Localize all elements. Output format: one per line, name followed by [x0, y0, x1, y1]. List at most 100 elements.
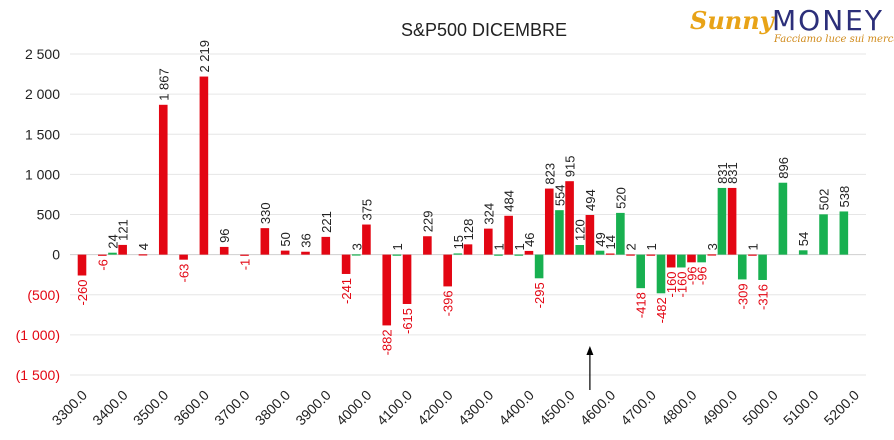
- data-label: 1: [745, 243, 760, 250]
- bar: [778, 182, 788, 255]
- data-label: 502: [817, 189, 832, 211]
- bar: [463, 244, 473, 255]
- data-label: 494: [583, 189, 598, 211]
- data-label: -615: [400, 308, 415, 334]
- x-tick-label: 4400.0: [495, 387, 537, 429]
- data-label: 49: [593, 232, 608, 246]
- bar: [707, 254, 717, 256]
- data-label: 2: [624, 243, 639, 250]
- data-label: 520: [613, 187, 628, 209]
- bar: [219, 246, 229, 255]
- data-label: -260: [75, 279, 90, 305]
- bar: [179, 254, 188, 260]
- bar: [585, 214, 595, 255]
- bar: [758, 254, 767, 280]
- bar: [158, 104, 168, 255]
- x-tick-label: 4200.0: [414, 387, 456, 429]
- bar: [626, 254, 635, 256]
- sunny-money-logo: Sunny MONEY Facciamo luce sui mercati: [690, 4, 894, 45]
- bar: [77, 254, 87, 276]
- data-label: 50: [278, 232, 293, 246]
- bar: [565, 181, 574, 255]
- data-label: 823: [542, 163, 557, 185]
- bar: [118, 244, 127, 255]
- bar: [392, 254, 402, 256]
- y-tick-label: 0: [52, 247, 60, 263]
- bar: [697, 254, 706, 263]
- bar: [819, 214, 828, 255]
- bars-group: [77, 76, 849, 326]
- bar: [717, 187, 727, 255]
- data-label: 538: [837, 186, 852, 208]
- x-tick-label: 5200.0: [821, 387, 863, 429]
- data-label: 1 867: [156, 68, 171, 101]
- bar: [341, 254, 351, 274]
- bar: [616, 212, 625, 255]
- data-label: -882: [380, 329, 395, 355]
- data-label: 221: [319, 211, 334, 233]
- bar: [402, 254, 412, 304]
- data-label: 324: [481, 203, 496, 225]
- data-label: 229: [420, 211, 435, 233]
- data-label: -295: [532, 282, 547, 308]
- chart-title: S&P500 DICEMBRE: [401, 20, 567, 40]
- data-label: 24: [105, 234, 120, 248]
- bar: [321, 236, 331, 255]
- data-label: 1: [491, 243, 506, 250]
- logo-tagline: Facciamo luce sui mercati: [774, 34, 894, 45]
- data-label: 831: [725, 162, 740, 184]
- y-tick-label: 1 500: [25, 126, 60, 142]
- x-tick-label: 3300.0: [49, 387, 91, 429]
- x-tick-label: 3900.0: [292, 387, 334, 429]
- y-tick-label: 2 000: [25, 86, 60, 102]
- bar: [108, 252, 117, 255]
- data-label: -482: [654, 297, 669, 323]
- data-label: 14: [603, 235, 618, 249]
- data-label: 3: [705, 243, 720, 250]
- bar: [351, 254, 361, 256]
- bar: [260, 228, 270, 255]
- logo-sunny-text: Sunny: [690, 6, 774, 35]
- x-tick-label: 4600.0: [577, 387, 619, 429]
- bar: [646, 254, 656, 256]
- bar: [138, 254, 148, 256]
- bar: [199, 76, 209, 255]
- bar: [504, 215, 513, 255]
- bar: [727, 187, 737, 255]
- data-label: 484: [502, 190, 517, 212]
- bar: [656, 254, 666, 294]
- data-label: -96: [695, 266, 710, 285]
- data-label: 15: [451, 235, 466, 249]
- bar: [839, 211, 849, 255]
- bar: [484, 228, 493, 255]
- bar: [666, 254, 676, 268]
- bar: [605, 253, 615, 255]
- bar: [595, 250, 605, 255]
- data-label: 128: [461, 219, 476, 241]
- bar: [280, 250, 290, 255]
- data-label: 121: [116, 219, 131, 241]
- y-tick-label: (500): [27, 287, 60, 303]
- data-label: -241: [339, 278, 354, 304]
- marker-arrow-head: [586, 346, 594, 355]
- data-label: -316: [756, 284, 771, 310]
- data-label: 54: [796, 232, 811, 246]
- data-label: -160: [674, 271, 689, 297]
- data-label: 2 219: [197, 40, 212, 73]
- y-tick-label: 2 500: [25, 46, 60, 62]
- data-label: -1: [238, 259, 253, 271]
- logo-money-text: MONEY: [772, 4, 884, 37]
- x-tick-label: 4900.0: [699, 387, 741, 429]
- x-tick-label: 4700.0: [617, 387, 659, 429]
- marker-arrow: [586, 346, 594, 390]
- bar: [494, 254, 503, 256]
- bar: [362, 224, 371, 255]
- data-label: 1: [512, 243, 527, 250]
- bar: [240, 254, 249, 256]
- bar: [514, 254, 524, 256]
- data-label: -418: [634, 292, 649, 318]
- data-label: -396: [441, 290, 456, 316]
- bar: [798, 250, 808, 255]
